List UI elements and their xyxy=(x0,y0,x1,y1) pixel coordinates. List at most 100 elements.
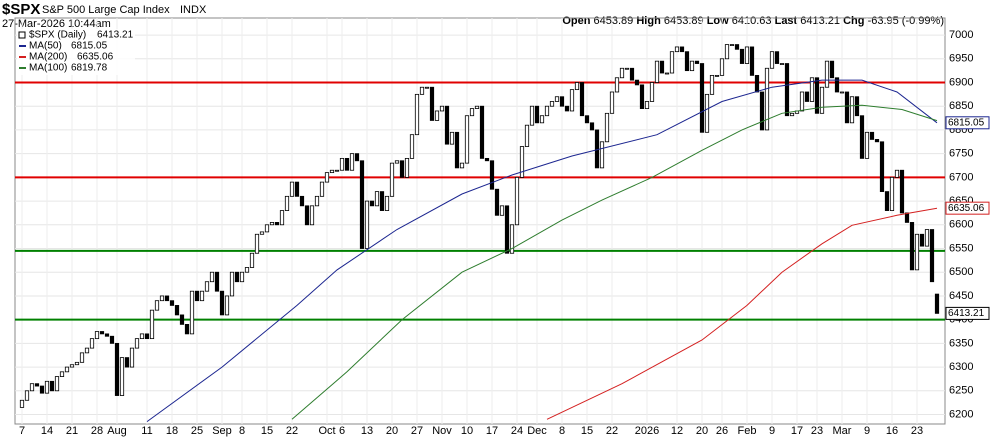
candle-body xyxy=(849,96,855,124)
x-tick-label: Feb xyxy=(738,425,757,437)
candle-body xyxy=(54,376,60,392)
y-tick-label: 6350 xyxy=(949,337,973,349)
candle-body xyxy=(374,191,380,207)
y-tick-label: 6750 xyxy=(949,148,973,160)
candle-body xyxy=(664,72,670,75)
candle-body xyxy=(594,129,600,169)
candle-body xyxy=(559,96,565,107)
x-tick-label: 28 xyxy=(91,425,103,437)
candle-body xyxy=(544,105,550,117)
candle-body xyxy=(644,101,650,109)
candle-body xyxy=(414,93,420,136)
candle-body xyxy=(759,91,765,131)
candle-body xyxy=(224,295,230,316)
symbol: $SPX xyxy=(2,1,40,18)
candle-body xyxy=(934,293,940,314)
candle-body xyxy=(159,295,165,302)
x-tick-label: 23 xyxy=(811,425,823,437)
candle-body xyxy=(539,115,545,124)
candle-body xyxy=(139,333,145,340)
x-tick-label: Sep xyxy=(212,425,232,437)
x-tick-label: 2026 xyxy=(635,425,659,437)
candle-body xyxy=(19,399,25,408)
legend-label: MA(100) xyxy=(29,63,67,74)
candle-body xyxy=(94,331,100,340)
candle-body xyxy=(134,338,140,349)
candle-body xyxy=(624,67,630,70)
candle-body xyxy=(694,60,700,64)
x-tick-label: 24 xyxy=(511,425,523,437)
candle-body xyxy=(394,160,400,164)
candle-body xyxy=(239,271,245,283)
candle-body xyxy=(154,300,160,311)
y-tick-label: 7000 xyxy=(949,29,973,41)
x-tick-label: 16 xyxy=(886,425,898,437)
candle-body xyxy=(379,191,385,211)
candle-body xyxy=(184,323,190,335)
candle-body xyxy=(699,63,705,133)
x-tick-label: 10 xyxy=(461,425,473,437)
candle-body xyxy=(279,210,285,226)
candle-body xyxy=(79,352,85,363)
x-tick-label: 9 xyxy=(769,425,775,437)
candle-body xyxy=(39,385,45,394)
stat: Low xyxy=(707,15,729,27)
x-tick-label: 20 xyxy=(696,425,708,437)
candle-body xyxy=(854,96,860,117)
candle-body xyxy=(319,181,325,197)
candle-body xyxy=(884,191,890,211)
stat: 6453.89 xyxy=(664,15,704,27)
candle-body xyxy=(554,96,560,102)
x-tick-label: 15 xyxy=(581,425,593,437)
candle-body xyxy=(314,195,320,207)
y-tick-label: 6300 xyxy=(949,361,973,373)
candle-body xyxy=(359,160,365,249)
x-tick-label: 17 xyxy=(486,425,498,437)
candle-body xyxy=(769,51,775,69)
x-tick-label: 15 xyxy=(261,425,273,437)
candle-body xyxy=(369,200,375,207)
candle-body xyxy=(809,77,815,102)
candle-body xyxy=(469,108,475,117)
candle-body xyxy=(634,79,640,86)
y-tick-label: 6950 xyxy=(949,53,973,65)
y-tick-label: 6600 xyxy=(949,219,973,231)
stat: -63.95 (-0.99%) xyxy=(868,15,944,27)
candle-body xyxy=(479,105,485,159)
candle-body xyxy=(604,112,610,143)
candle-body xyxy=(719,58,725,76)
candle-body xyxy=(924,229,930,247)
candle-body xyxy=(244,267,250,273)
candle-body xyxy=(424,86,430,89)
candle-body xyxy=(844,91,850,124)
candle-body xyxy=(734,44,740,50)
candle-body xyxy=(799,91,805,112)
stat: 6453.89 xyxy=(594,15,634,27)
candle-body xyxy=(834,77,840,93)
candle-body xyxy=(869,131,875,140)
candle-body xyxy=(729,44,735,46)
candle-body xyxy=(499,205,505,216)
candle-body xyxy=(309,205,315,226)
value-tag: 6413.21 xyxy=(948,308,985,319)
candle-body xyxy=(274,222,280,226)
candle-body xyxy=(99,331,105,335)
x-tick-label: 18 xyxy=(166,425,178,437)
candle-body xyxy=(114,342,120,396)
candle-body xyxy=(234,271,240,283)
candle-body xyxy=(204,281,210,292)
candle-body xyxy=(919,233,925,247)
legend-swatch xyxy=(18,31,26,39)
stat: Open xyxy=(562,15,590,27)
candle-body xyxy=(524,124,530,147)
candle-body xyxy=(489,160,495,190)
legend-label: MA(200) xyxy=(29,52,67,63)
candle-body xyxy=(74,361,80,366)
plot-frame xyxy=(14,17,946,425)
candle-body xyxy=(749,46,755,76)
candle-body xyxy=(259,231,265,235)
legend-value: 6635.06 xyxy=(77,52,114,63)
candle-body xyxy=(474,105,480,109)
x-tick-label: 21 xyxy=(66,425,78,437)
candle-body xyxy=(454,131,460,169)
